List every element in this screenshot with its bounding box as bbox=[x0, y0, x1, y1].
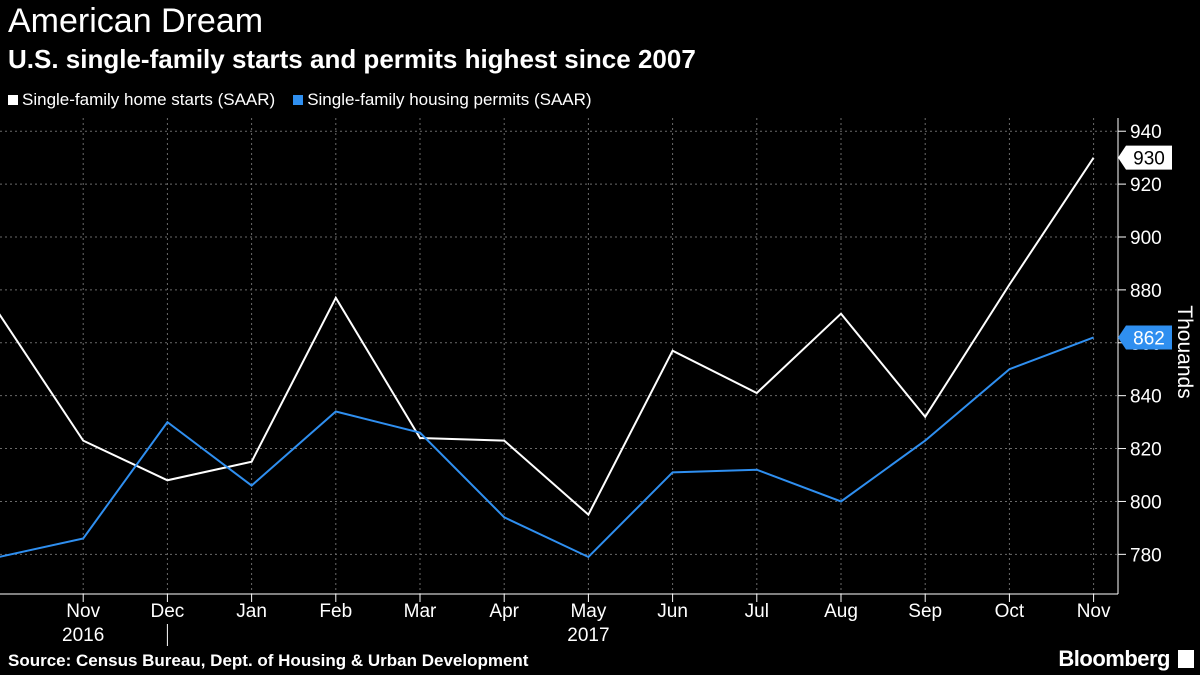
year-label: 2016 bbox=[62, 625, 104, 646]
chart-subtitle: U.S. single-family starts and permits hi… bbox=[8, 44, 696, 74]
y-tick-label: 780 bbox=[1130, 545, 1162, 566]
x-tick-label: Apr bbox=[489, 601, 519, 622]
end-label-box bbox=[1118, 145, 1172, 170]
y-tick-label: 880 bbox=[1130, 281, 1162, 302]
legend-swatch-permits bbox=[293, 95, 304, 105]
x-tick-label: Mar bbox=[404, 601, 437, 622]
x-tick-label: Aug bbox=[824, 601, 858, 622]
y-tick-label: 840 bbox=[1130, 387, 1162, 408]
chart-title: American Dream bbox=[8, 2, 264, 40]
x-tick-label: Nov bbox=[1077, 601, 1111, 622]
x-tick-label: Oct bbox=[995, 601, 1025, 622]
legend-label-starts: Single-family home starts (SAAR) bbox=[22, 90, 276, 109]
series-line-permits bbox=[0, 336, 1094, 559]
y-tick-label: 920 bbox=[1130, 175, 1162, 196]
x-tick-label: Sep bbox=[908, 601, 942, 622]
legend-label-permits: Single-family housing permits (SAAR) bbox=[307, 90, 592, 109]
y-tick-label: 800 bbox=[1130, 492, 1162, 513]
x-tick-label: Feb bbox=[319, 601, 352, 622]
x-tick-label: Jul bbox=[745, 601, 769, 622]
legend-item-starts: Single-family home starts (SAAR) bbox=[8, 90, 275, 110]
y-tick-label: 940 bbox=[1130, 122, 1162, 143]
source-note: Source: Census Bureau, Dept. of Housing … bbox=[8, 651, 529, 670]
end-label-box bbox=[1118, 325, 1172, 350]
x-tick-label: Dec bbox=[151, 601, 185, 622]
year-label: 2017 bbox=[567, 625, 609, 646]
bloomberg-icon bbox=[1178, 650, 1194, 668]
brand-logo-text: Bloomberg bbox=[1058, 646, 1170, 671]
x-tick-label: May bbox=[570, 601, 606, 622]
legend: Single-family home starts (SAAR) Single-… bbox=[8, 90, 592, 110]
series-line-starts bbox=[0, 157, 1095, 517]
y-tick-label: 900 bbox=[1130, 228, 1162, 249]
x-tick-label: Nov bbox=[66, 601, 100, 622]
y-axis-label: Thouands bbox=[1173, 305, 1196, 398]
x-tick-label: Jun bbox=[657, 601, 688, 622]
end-value-label: 862 bbox=[1133, 328, 1165, 349]
y-tick-label: 820 bbox=[1130, 440, 1162, 461]
x-tick-label: Jan bbox=[236, 601, 267, 622]
end-value-label: 930 bbox=[1133, 149, 1165, 170]
legend-item-permits: Single-family housing permits (SAAR) bbox=[293, 90, 592, 110]
legend-swatch-starts bbox=[8, 95, 18, 105]
